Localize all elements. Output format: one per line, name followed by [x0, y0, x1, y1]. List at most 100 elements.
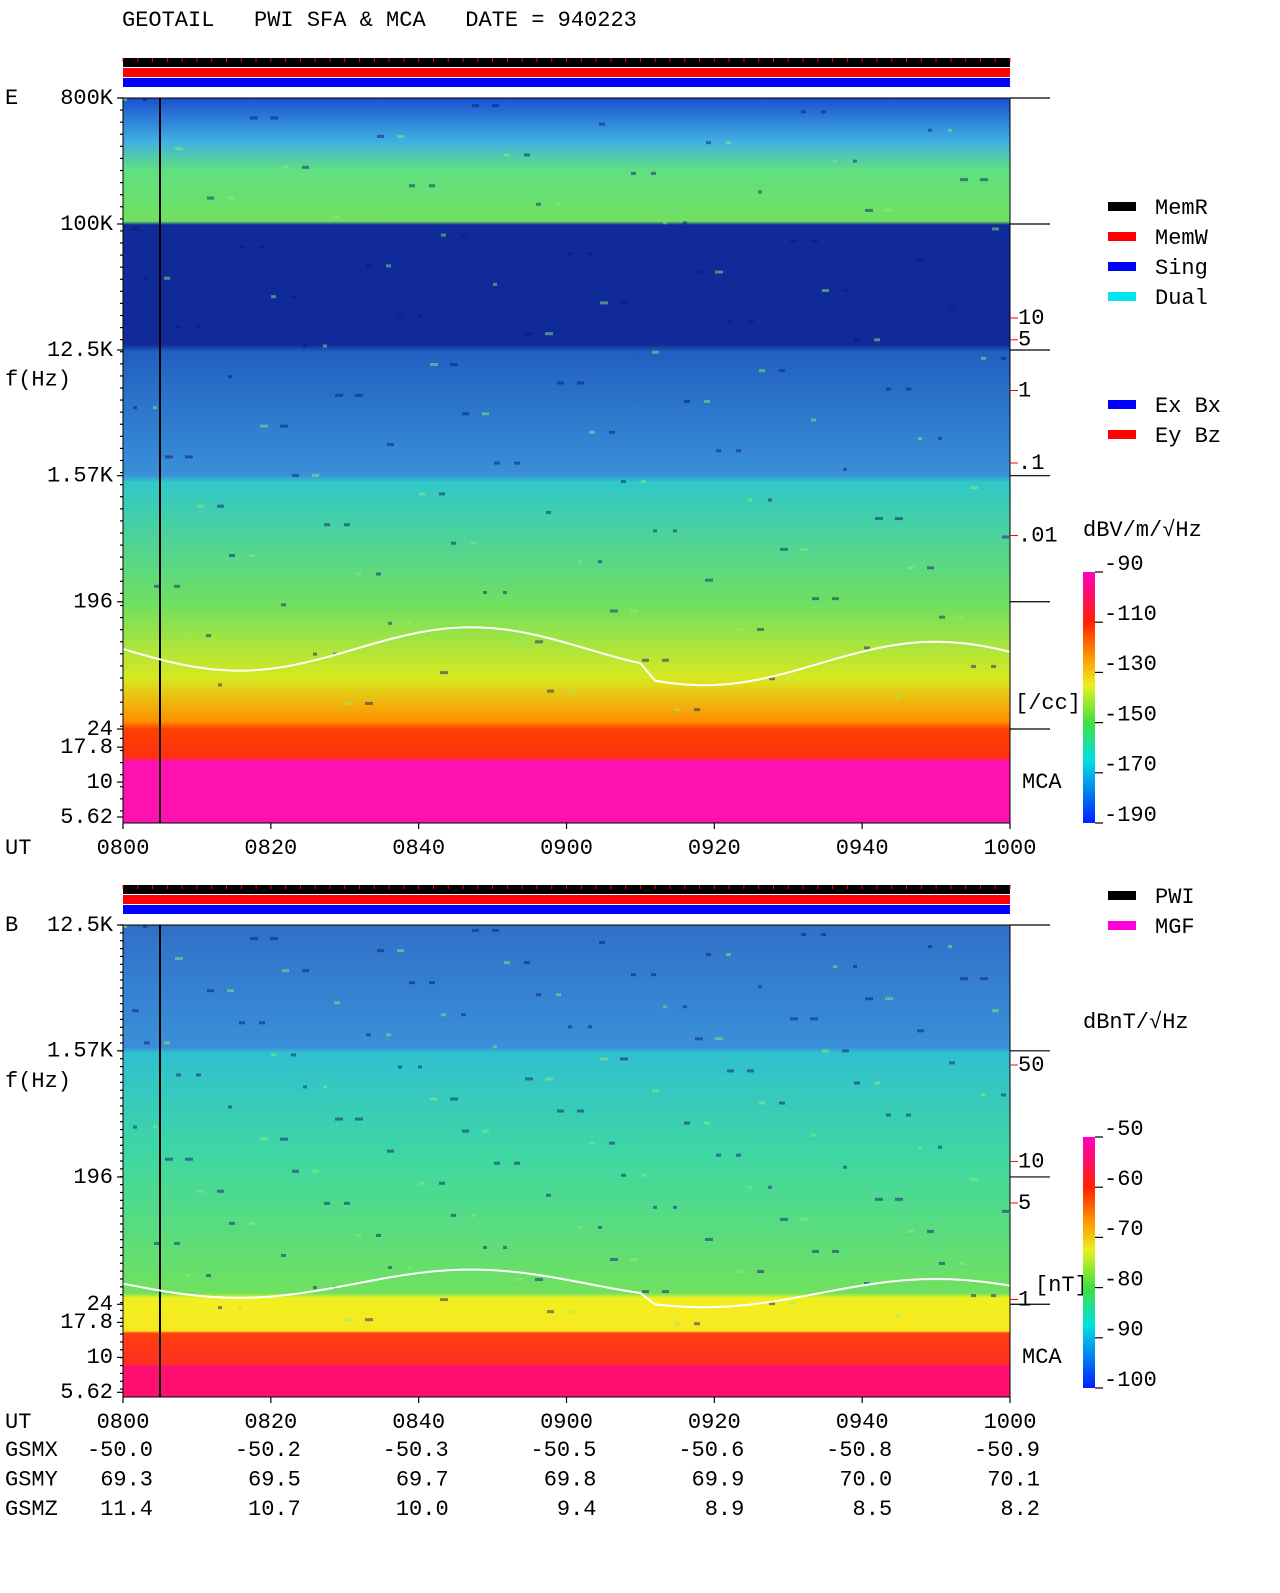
spectrogram-texture	[419, 1181, 425, 1185]
spectrogram-texture	[207, 196, 214, 200]
spectrogram-texture	[896, 1314, 901, 1318]
spectrogram-texture	[832, 1249, 839, 1253]
spectrogram-texture	[227, 989, 234, 993]
spectrogram-texture	[281, 1253, 286, 1257]
spectrogram-texture	[281, 603, 286, 607]
spectrogram-texture	[186, 634, 191, 638]
density-tick-label: 5	[1018, 1191, 1031, 1216]
colorbar-tick-label: -130	[1104, 652, 1157, 677]
spectrogram-texture	[556, 993, 561, 997]
spectrogram-texture	[175, 957, 183, 961]
status-bar	[123, 885, 1010, 894]
spectrogram-texture	[981, 356, 986, 360]
spectrogram-texture	[757, 627, 764, 631]
spectrogram-texture	[674, 708, 680, 712]
spectrogram-texture	[759, 369, 765, 373]
spectrogram-texture	[567, 1310, 574, 1314]
spectrogram-texture	[810, 1017, 818, 1021]
spectrogram-texture	[918, 436, 922, 440]
spectrogram-texture	[419, 492, 425, 496]
spectrogram-texture	[727, 1069, 734, 1073]
spectrogram-texture	[313, 652, 317, 656]
spectrogram-texture	[886, 1113, 891, 1117]
spectrogram-texture	[292, 473, 299, 477]
spectrogram-texture	[430, 362, 438, 366]
density-unit: [nT]	[1035, 1273, 1088, 1298]
orbit-value: 69.7	[396, 1467, 449, 1492]
spectrogram-texture	[928, 128, 932, 132]
orbit-value: 70.1	[987, 1467, 1040, 1492]
spectrogram-texture	[270, 116, 278, 120]
x-tick-label: 0820	[244, 836, 297, 861]
spectrogram-texture	[800, 1217, 808, 1221]
spectrogram-texture	[492, 929, 499, 933]
spectrogram-texture	[197, 504, 204, 508]
spectrogram-texture	[748, 498, 752, 502]
legend-swatch	[1108, 400, 1136, 409]
spectrogram-texture	[1001, 356, 1006, 360]
colorbar-tick-label: -50	[1104, 1117, 1144, 1142]
spectrogram-texture	[875, 1197, 883, 1201]
colorbar-tick-label: -110	[1104, 602, 1157, 627]
spectrogram-texture	[207, 989, 214, 993]
spectrogram-texture	[227, 196, 234, 200]
y-tick-label: 17.8	[60, 1310, 113, 1335]
legend-label: MemW	[1155, 226, 1209, 251]
spectrogram-texture	[335, 1117, 343, 1121]
spectrogram-texture	[366, 1033, 371, 1037]
spectrogram-texture	[218, 683, 222, 687]
spectrogram-texture	[948, 945, 952, 949]
spectrogram-texture	[757, 1270, 764, 1274]
spectrogram-texture	[651, 171, 656, 175]
spectrogram-texture	[970, 1177, 978, 1181]
spectrogram-texture	[758, 190, 762, 194]
spectrogram-texture	[388, 621, 392, 625]
spectrogram-texture	[631, 171, 636, 175]
spectrogram-texture	[536, 993, 541, 997]
spectrogram-texture	[376, 572, 381, 576]
density-tick-label: 1	[1018, 1287, 1031, 1312]
spectrogram-texture	[386, 1033, 391, 1037]
spectrogram-texture	[441, 233, 446, 237]
spectrogram-texture	[260, 1137, 268, 1141]
spectrogram-texture	[748, 1185, 752, 1189]
status-bar	[123, 895, 1010, 904]
spectrogram-texture	[176, 1073, 181, 1077]
spectrogram-texture	[598, 1225, 602, 1229]
spectrogram-texture	[885, 208, 893, 212]
x-tick-label: 1000	[984, 836, 1037, 861]
orbit-value: 69.5	[248, 1467, 301, 1492]
spectrogram-texture	[344, 523, 350, 527]
colorbar-label: dBV/m/√Hz	[1083, 518, 1202, 543]
legend-label: Sing	[1155, 256, 1208, 281]
spectrogram-texture	[186, 1274, 191, 1278]
spectrogram-texture	[768, 498, 772, 502]
spectrogram-texture	[313, 1286, 317, 1290]
x-tick-label: 0800	[97, 1410, 150, 1435]
spectrogram-texture	[716, 449, 721, 453]
y-tick-label: 10	[87, 770, 113, 795]
spectrogram-texture	[345, 1318, 353, 1322]
spectrogram-texture	[185, 455, 193, 459]
y-tick-label: 24	[87, 1292, 113, 1317]
spectrogram-texture	[503, 591, 507, 594]
spectrogram-texture	[949, 1061, 955, 1065]
spectrogram-texture	[535, 1278, 543, 1282]
spectrogram-texture	[398, 313, 402, 317]
spectrogram-texture	[292, 1169, 299, 1173]
spectrogram-texture	[577, 1109, 584, 1113]
legend-swatch	[1108, 202, 1136, 211]
spectrogram-texture	[409, 981, 415, 985]
colorbar-tick-label: -150	[1104, 702, 1157, 727]
spectrogram-texture	[918, 1145, 922, 1149]
spectrogram-texture	[651, 973, 656, 977]
spectrogram-texture	[737, 1270, 744, 1274]
spectrogram-texture	[758, 985, 762, 989]
spectrogram-texture	[545, 332, 553, 336]
spectrogram-texture	[280, 1137, 288, 1141]
spectrogram-texture	[917, 258, 924, 262]
spectrogram-texture	[472, 104, 479, 108]
legend-label: Dual	[1155, 286, 1208, 311]
spectrogram-texture	[132, 1009, 139, 1013]
